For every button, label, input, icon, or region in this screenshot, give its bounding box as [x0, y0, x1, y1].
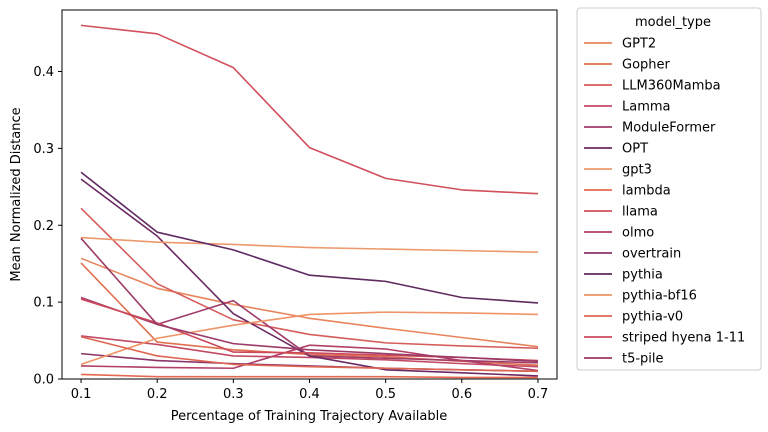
x-tick-label: 0.6 [451, 387, 472, 402]
plot-frame [61, 9, 558, 380]
series-line-opt [80, 178, 538, 377]
legend-label: overtrain [622, 247, 681, 262]
x-axis-label: Percentage of Training Trajectory Availa… [171, 409, 448, 424]
series-line-gpt2 [80, 257, 539, 348]
y-axis: 0.0 0.1 0.2 0.3 0.4 [33, 65, 62, 388]
series-line-lamma [80, 335, 538, 368]
x-axis: 0.1 0.2 0.3 0.4 0.5 0.6 0.7 [71, 379, 549, 402]
y-tick-label: 0.3 [33, 142, 54, 157]
legend-label: pythia-v0 [622, 310, 683, 325]
legend-label: Gopher [622, 58, 671, 73]
legend-box [576, 7, 762, 371]
legend-label: t5-pile [622, 352, 664, 367]
series-line-llm360mamba [80, 207, 538, 350]
legend-items: GPT2 Gopher LLM360Mamba Lamma ModuleFormer OP… [584, 37, 745, 367]
y-tick-label: 0.1 [33, 296, 54, 311]
series-line-llama [80, 24, 539, 195]
x-tick-label: 0.7 [528, 387, 549, 402]
series-line-pythia-bf16 [80, 311, 538, 366]
legend-label: GPT2 [622, 37, 656, 52]
legend-label: ModuleFormer [622, 121, 716, 136]
series-line-striped-hyena-1-11 [80, 298, 538, 362]
x-tick-label: 0.5 [375, 387, 396, 402]
legend-label: OPT [622, 142, 648, 157]
x-tick-label: 0.1 [71, 387, 92, 402]
x-tick-label: 0.3 [223, 387, 244, 402]
x-tick-label: 0.4 [299, 387, 320, 402]
legend-label: striped hyena 1-11 [622, 331, 745, 346]
x-tick-label: 0.2 [147, 387, 168, 402]
y-tick-label: 0.2 [33, 219, 54, 234]
legend-label: gpt3 [622, 163, 652, 178]
series-line-t5-pile [80, 237, 539, 363]
plot-lines [80, 24, 539, 379]
series-line-olmo [81, 344, 539, 372]
series-line-lambda [81, 373, 538, 379]
legend-label: LLM360Mamba [622, 79, 721, 94]
series-line-gpt3 [80, 236, 538, 253]
legend-label: Lamma [622, 100, 671, 115]
y-axis-label: Mean Normalized Distance [9, 107, 24, 281]
legend-label: olmo [622, 226, 654, 241]
legend-label: pythia [622, 268, 663, 283]
legend-title: model_type [635, 15, 711, 30]
legend-label: llama [622, 205, 658, 220]
legend: model_type GPT2 Gopher LLM360Mamba Lamma Mod… [576, 7, 762, 371]
series-line-pythia [80, 171, 539, 304]
legend-label: pythia-bf16 [622, 289, 697, 304]
series-line-pythia-v0 [80, 335, 538, 373]
y-tick-label: 0.4 [33, 65, 54, 80]
y-tick-label: 0.0 [33, 373, 54, 388]
legend-label: lambda [622, 184, 671, 199]
